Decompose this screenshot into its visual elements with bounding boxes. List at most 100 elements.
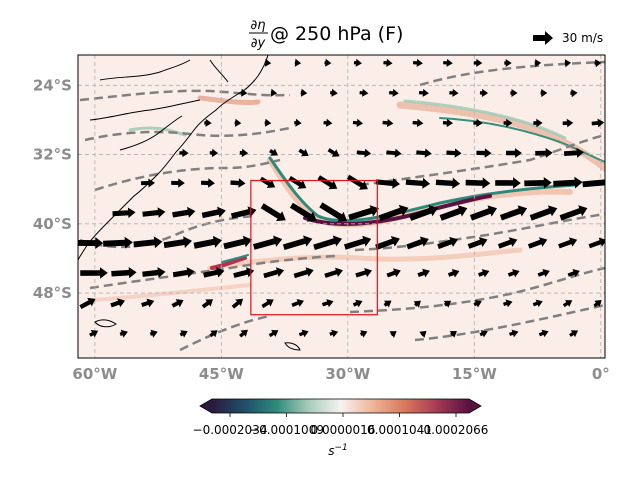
wind-vector-arrow [112, 207, 136, 218]
colorbar-extend-left [200, 399, 212, 413]
wind-vector-arrow [133, 236, 163, 249]
wind-vector-arrow [375, 236, 400, 250]
wind-vector-arrow [201, 299, 213, 309]
title-numerator: ∂η [251, 18, 266, 33]
wind-vector-arrow [269, 148, 278, 156]
jet-feature-teal [221, 254, 249, 263]
wind-vector-arrow [313, 235, 342, 250]
jet-feature-red [210, 256, 247, 270]
contour-line [419, 60, 605, 87]
contour-line [414, 303, 605, 342]
wind-vector-arrow [201, 206, 226, 219]
wind-vector-arrow [355, 268, 372, 278]
colorbar-tick-label: −0.0001009 [249, 423, 324, 437]
vector-key-label: 30 m/s [562, 31, 603, 45]
wind-vector-arrow [294, 58, 302, 67]
wind-vector-arrow [469, 205, 497, 221]
wind-vector-arrow [172, 206, 196, 218]
wind-vector-arrow [80, 267, 108, 279]
latitude-tick-label: 32°S [33, 146, 72, 164]
wind-vector-arrow [230, 178, 246, 188]
wind-vector-arrow [382, 118, 394, 127]
coastline-border-1 [99, 59, 191, 81]
wind-vector-arrow [329, 329, 339, 338]
wind-vector-arrow [389, 331, 397, 338]
wind-vector-arrow [79, 297, 96, 309]
contour-line [79, 89, 291, 102]
wind-vector-arrow [110, 298, 125, 308]
wind-vector-arrow [193, 235, 222, 249]
wind-vector-arrow [300, 88, 308, 97]
wind-vector-arrow [473, 58, 483, 67]
wind-vector-arrow [553, 176, 583, 189]
wind-vector-arrow [437, 236, 458, 249]
contour-line [79, 214, 256, 249]
wind-vector-arrow [495, 177, 521, 189]
wind-vector-arrow [172, 267, 195, 278]
colorbar: −0.0002034−0.00010090.00000160.00010410.… [193, 398, 488, 458]
wind-vector-arrow [416, 148, 432, 158]
wind-vector-arrow [282, 235, 313, 250]
contour-line [94, 133, 605, 192]
wind-vector-arrow [442, 118, 453, 128]
wind-vector-arrow [435, 177, 461, 189]
wind-vector-arrow [359, 88, 369, 97]
wind-vector-arrow [203, 267, 225, 278]
wind-vector-arrow [449, 331, 457, 338]
longitude-tick-labels: 60°W 45°W 30°W 15°W 0° [72, 365, 609, 383]
wind-vector-arrow [149, 329, 158, 338]
map-title: ∂η ∂y @ 250 hPa (F) [249, 18, 403, 51]
wind-vector-arrow [264, 58, 272, 67]
wind-vector-arrow [386, 148, 402, 158]
wind-vector-arrow [506, 148, 522, 158]
wind-vector-arrow [499, 205, 528, 221]
wind-vector-arrow [562, 300, 573, 308]
wind-vector-arrow [532, 299, 543, 308]
shading-streak-east-green [403, 99, 567, 140]
wind-vector-arrow [209, 330, 218, 338]
wind-vector-arrow [261, 299, 274, 309]
wind-vector-arrow [535, 148, 553, 158]
coastline-islet [284, 342, 301, 351]
longitude-tick-label: 0° [592, 365, 610, 383]
wind-vector-arrow [594, 59, 602, 68]
wind-vector-arrow [291, 299, 304, 307]
contours [79, 60, 605, 352]
wind-vector-arrow [324, 267, 343, 278]
wind-vector-arrow [405, 177, 431, 189]
wind-vector-arrow [253, 235, 283, 250]
contour-line [349, 266, 605, 314]
wind-vector-arrow [142, 207, 166, 218]
wind-vector-arrow [142, 267, 166, 278]
wind-vector-arrow [567, 269, 580, 277]
wind-vector-arrow [564, 59, 572, 68]
wind-vector-arrow [479, 88, 489, 97]
wind-vector-arrow [352, 299, 363, 308]
wind-vector-arrow [564, 147, 584, 158]
wind-vector-arrow [417, 268, 430, 278]
wind-vector-arrow [239, 148, 249, 158]
wind-vector-arrow [289, 202, 317, 222]
wind-vector-arrow [141, 298, 155, 308]
wind-vector-arrow [509, 329, 519, 338]
wind-vector-arrow [383, 58, 393, 67]
wind-vector-arrow [412, 118, 424, 127]
wind-vector-arrow [534, 59, 542, 68]
wind-vector-arrow [356, 148, 372, 158]
wind-vector-arrow [540, 89, 548, 98]
shading-streak-lower [93, 283, 252, 302]
wind-vector-arrow [260, 203, 286, 222]
wind-vector-arrow [447, 269, 460, 278]
wind-vector-arrow [443, 300, 452, 308]
wind-vector-arrow [103, 236, 133, 249]
latitude-tick-labels: 24°S 32°S 40°S 48°S [33, 76, 72, 302]
wind-vector-arrow [359, 330, 368, 338]
longitude-tick-label: 45°W [199, 365, 244, 383]
coastline-border-4 [209, 59, 229, 83]
shading-streak-east [396, 101, 605, 172]
colorbar-tick-label: −0.0002034 [193, 423, 268, 437]
wind-vector-arrow [171, 178, 185, 188]
wind-vector-arrow [264, 118, 272, 127]
contour-line [89, 254, 336, 290]
wind-vector-arrow [413, 300, 421, 308]
